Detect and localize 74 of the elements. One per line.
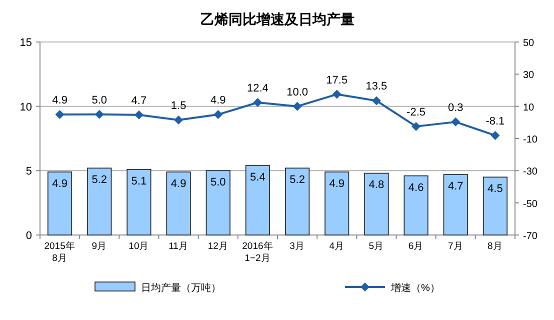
bar	[443, 174, 468, 236]
bar	[245, 165, 270, 236]
y2-tick-label: 10	[523, 102, 535, 114]
data-label: 4.9	[52, 94, 68, 107]
x-tick-label: 4月	[329, 241, 345, 252]
point	[451, 117, 460, 126]
point	[174, 116, 184, 125]
point	[412, 122, 421, 131]
x-tick-label: 9月	[92, 241, 108, 252]
data-label: 5.0	[92, 94, 108, 106]
y-tick-label: 10	[20, 101, 32, 114]
y2-tick-label: -70	[523, 231, 538, 242]
data-label: 5.4	[250, 172, 266, 184]
data-label: 5.1	[131, 175, 147, 188]
data-label: -8.1	[486, 115, 505, 128]
legend-label: 增速（%）	[390, 282, 440, 294]
y2-tick-label: 30	[523, 70, 535, 82]
data-label: 4.5	[488, 183, 503, 196]
x-tick-label: 2015年 8月	[44, 240, 76, 264]
data-label: 4.7	[448, 180, 464, 193]
x-tick-label: 5月	[368, 241, 384, 252]
y-tick-label: 15	[20, 37, 32, 49]
data-label: 4.7	[131, 94, 147, 107]
point	[94, 110, 104, 119]
data-label: 12.4	[246, 82, 268, 94]
y-tick-label: 5	[26, 166, 32, 178]
point	[214, 110, 223, 120]
bar	[482, 176, 508, 236]
x-tick-label: 7月	[448, 241, 464, 252]
chart-title: 乙烯同比增速及日均产量	[200, 11, 354, 27]
point	[332, 90, 342, 99]
point	[292, 102, 302, 111]
bar	[404, 175, 428, 236]
point	[134, 110, 144, 120]
x-tick-label: 12月	[208, 241, 228, 252]
x-tick-label: 8月	[488, 241, 503, 252]
data-label: 5.0	[210, 176, 226, 189]
x-tick-label: 6月	[408, 241, 424, 252]
data-label: 5.2	[92, 174, 108, 186]
data-label: 4.9	[329, 178, 345, 190]
y2-tick-label: -50	[523, 198, 538, 210]
bar	[48, 172, 72, 236]
data-label: 0.3	[448, 102, 464, 114]
y2-tick-label: -30	[523, 166, 538, 178]
y2-tick-label: 50	[523, 38, 535, 49]
data-label: 5.2	[290, 174, 305, 186]
data-label: 17.5	[326, 74, 348, 86]
bar	[87, 168, 112, 236]
bar	[364, 172, 389, 236]
y2-tick-label: -10	[523, 134, 538, 146]
point	[372, 96, 381, 106]
point	[55, 110, 64, 120]
data-label: 4.8	[368, 179, 384, 192]
data-label: 4.9	[52, 178, 68, 190]
y-tick-label: 0	[26, 230, 32, 242]
data-label: 1.5	[170, 100, 186, 112]
bar	[126, 168, 152, 236]
data-label: 13.5	[366, 80, 388, 93]
point	[490, 130, 500, 140]
bar	[285, 168, 310, 236]
x-tick-label: 11月	[168, 241, 188, 252]
x-tick-label: 3月	[290, 241, 305, 252]
point	[253, 98, 262, 107]
data-label: 10.0	[286, 86, 308, 98]
data-label: 4.6	[408, 182, 424, 194]
x-tick-label: 10月	[128, 241, 150, 252]
x-tick-label: 2016年 1−2月	[242, 240, 274, 264]
data-label: 4.9	[210, 94, 226, 107]
bar	[324, 172, 350, 236]
data-label: -2.5	[406, 106, 426, 118]
bar	[206, 170, 230, 236]
data-label: 4.9	[170, 178, 186, 190]
legend-label: 日均产量（万吨）	[141, 282, 221, 294]
bar	[166, 172, 191, 236]
